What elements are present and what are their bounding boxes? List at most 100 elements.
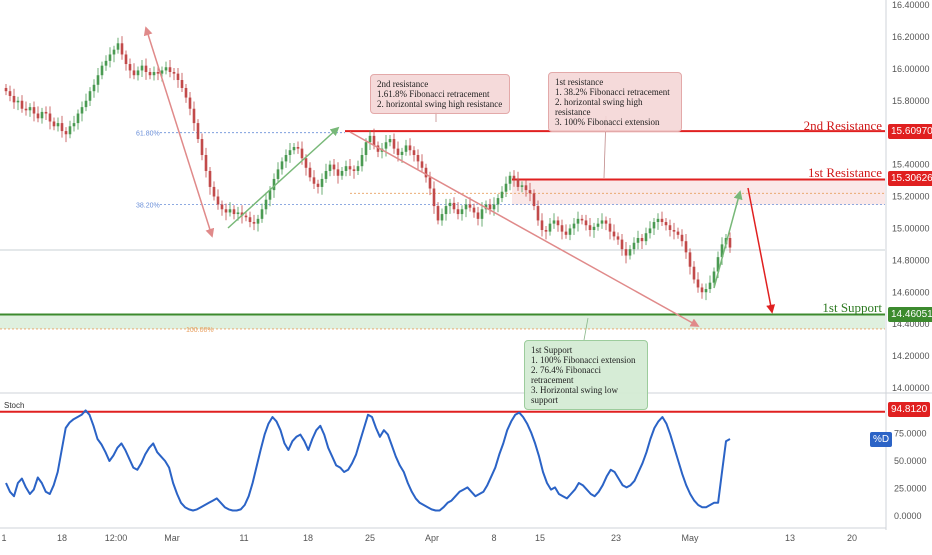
candle-body — [64, 131, 68, 135]
candle-body — [352, 169, 356, 171]
candle-body — [408, 145, 412, 151]
candle-body — [524, 185, 528, 191]
candle-body — [224, 209, 228, 213]
candle-body — [244, 215, 248, 218]
candle-body — [496, 198, 500, 205]
candle-body — [68, 126, 72, 135]
price-tick-label: 16.20000 — [892, 32, 930, 42]
candle-body — [716, 257, 720, 272]
candle-body — [72, 123, 76, 127]
stoch-tick-label: 75.0000 — [894, 429, 927, 439]
candle-body — [640, 237, 644, 242]
candle-body — [320, 178, 324, 187]
candle-body — [636, 237, 640, 243]
candle-body — [128, 64, 132, 71]
fib-level-label: 61.80% — [136, 131, 160, 138]
candle-body — [480, 209, 484, 219]
candle-body — [456, 209, 460, 215]
candle-body — [580, 218, 584, 221]
candle-body — [572, 223, 576, 229]
candle-body — [312, 177, 316, 184]
candle-body — [288, 150, 292, 156]
price-tick-label: 14.00000 — [892, 383, 930, 393]
candle-body — [268, 190, 272, 200]
candle-body — [252, 222, 256, 224]
stoch-series-badge: %D — [870, 432, 893, 447]
price-tick-label: 15.80000 — [892, 96, 930, 106]
candle-body — [176, 73, 180, 81]
projection-arrow-down — [747, 187, 776, 314]
candle-body — [704, 289, 708, 293]
price-tick-label: 16.40000 — [892, 0, 930, 10]
candle-body — [332, 164, 336, 170]
candle-body — [660, 218, 664, 223]
price-tick-label: 14.60000 — [892, 287, 930, 297]
candle-body — [648, 228, 652, 234]
candle-body — [472, 207, 476, 213]
candle-body — [720, 244, 724, 258]
first-resistance-label: 1st Resistance — [807, 165, 882, 180]
candle-body — [8, 91, 12, 96]
candle-body — [672, 230, 676, 232]
measure-arrow-down — [143, 26, 215, 238]
candle-body — [140, 65, 144, 71]
candle-body — [16, 100, 20, 103]
candle-body — [80, 107, 84, 114]
candle-body — [384, 142, 388, 149]
candle-body — [484, 204, 488, 210]
candle-body — [260, 209, 264, 219]
candle-body — [728, 237, 732, 248]
candle-body — [44, 111, 48, 114]
stoch-tick-label: 25.0000 — [894, 484, 927, 494]
candle-body — [96, 75, 100, 85]
candle-body — [540, 220, 544, 231]
candle-body — [592, 226, 596, 231]
candle-body — [628, 249, 632, 256]
candle-body — [444, 206, 448, 215]
candle-body — [324, 170, 328, 179]
candle-body — [412, 150, 416, 156]
candle-body — [492, 204, 496, 210]
candle-body — [436, 206, 440, 221]
candle-body — [588, 225, 592, 231]
candle-body — [700, 287, 704, 293]
price-tick-label: 14.20000 — [892, 351, 930, 361]
candle-body — [84, 100, 88, 108]
candle-body — [212, 186, 216, 197]
candle-body — [220, 204, 224, 210]
candle-body — [172, 72, 176, 74]
candle-body — [216, 196, 220, 205]
candle-body — [596, 223, 600, 227]
candle-body — [520, 185, 524, 187]
candle-body — [668, 225, 672, 231]
candle-body — [448, 202, 452, 207]
candle-body — [360, 155, 364, 167]
candle-body — [48, 113, 52, 122]
candle-body — [256, 218, 260, 224]
candle-body — [296, 147, 300, 149]
second-resistance-label: 2nd Resistance — [803, 118, 882, 133]
price-tick-label: 16.00000 — [892, 64, 930, 74]
candle-body — [148, 72, 152, 76]
candle-body — [684, 241, 688, 253]
candle-body — [680, 234, 684, 242]
stoch-d-line — [5, 409, 731, 512]
fib-level-label: 38.20% — [136, 202, 160, 209]
candle-body — [372, 135, 376, 146]
candle-body — [108, 54, 112, 61]
candle-body — [528, 190, 532, 194]
candle-body — [424, 167, 428, 178]
candle-body — [28, 107, 32, 111]
candle-body — [376, 145, 380, 152]
candle-body — [236, 212, 240, 215]
measure-arrow-up — [227, 126, 340, 229]
candle-body — [620, 239, 624, 250]
candle-body — [428, 177, 432, 189]
projection-arrow-up — [713, 190, 743, 289]
candle-body — [576, 218, 580, 224]
candle-body — [644, 233, 648, 242]
candle-body — [440, 214, 444, 221]
time-tick-label: 8 — [491, 533, 496, 543]
candle-body — [604, 220, 608, 224]
